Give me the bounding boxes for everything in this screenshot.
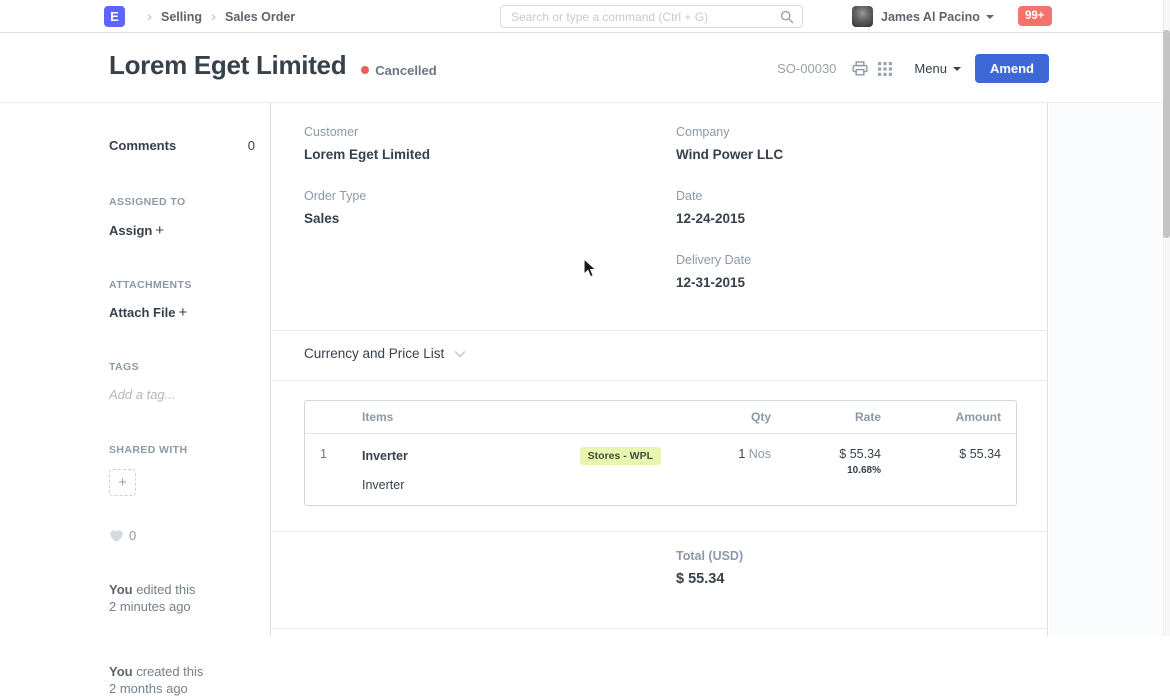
like-button[interactable]: 0 bbox=[109, 528, 255, 543]
total-label: Total (USD) bbox=[676, 549, 744, 563]
date-label: Date bbox=[676, 189, 703, 203]
order-type-label: Order Type bbox=[304, 189, 367, 203]
status-label: Cancelled bbox=[375, 62, 437, 78]
currency-section-toggle[interactable]: Currency and Price List bbox=[304, 346, 466, 361]
plus-icon: + bbox=[155, 222, 165, 239]
history-who: You bbox=[109, 664, 133, 679]
shared-with-heading: SHARED WITH bbox=[109, 444, 188, 456]
menu-dropdown[interactable]: Menu bbox=[914, 61, 961, 76]
history-when: 2 months ago bbox=[109, 681, 188, 696]
customer-label: Customer bbox=[304, 125, 359, 139]
form-sidebar: Comments 0 ASSIGNED TO Assign + ATTACHMEN… bbox=[0, 103, 271, 696]
table-row[interactable]: 1 Inverter Stores - WPL Inverter 1 Nos $… bbox=[305, 434, 1016, 492]
search-icon[interactable] bbox=[780, 10, 794, 24]
page-head: Lorem Eget Limited Cancelled SO-00030 Me… bbox=[0, 34, 1170, 103]
like-count: 0 bbox=[129, 528, 137, 543]
notifications-badge[interactable]: 99+ bbox=[1018, 6, 1052, 26]
status-dot-icon bbox=[361, 66, 370, 74]
items-table-header: Items Qty Rate Amount bbox=[305, 401, 1016, 434]
heart-icon bbox=[110, 529, 123, 542]
user-avatar bbox=[852, 6, 873, 27]
breadcrumb: › Selling › Sales Order bbox=[138, 0, 295, 33]
assign-label: Assign bbox=[109, 223, 153, 238]
breadcrumb-doctype[interactable]: Sales Order bbox=[224, 9, 296, 24]
app-logo[interactable]: E bbox=[104, 6, 125, 27]
history-created: You created this 2 months ago bbox=[109, 663, 255, 697]
chevron-down-icon bbox=[454, 350, 466, 358]
item-qty: 1 bbox=[738, 447, 746, 461]
chevron-down-icon bbox=[952, 66, 961, 71]
menu-label: Menu bbox=[914, 61, 947, 76]
date-value[interactable]: 12-24-2015 bbox=[676, 211, 746, 226]
item-uom: Nos bbox=[748, 447, 771, 461]
right-gutter bbox=[1049, 103, 1170, 636]
comments-count: 0 bbox=[247, 138, 255, 153]
page-scrollbar[interactable] bbox=[1163, 0, 1170, 636]
comments-label: Comments bbox=[109, 138, 177, 153]
company-label: Company bbox=[676, 125, 730, 139]
chevron-right-icon: › bbox=[210, 8, 216, 25]
status-badge: Cancelled bbox=[361, 62, 437, 78]
chevron-down-icon bbox=[985, 14, 994, 19]
form-body: Customer Lorem Eget Limited Company Wind… bbox=[272, 103, 1048, 636]
attach-file-label: Attach File bbox=[109, 305, 176, 320]
history-when: 2 minutes ago bbox=[109, 599, 191, 614]
attachments-heading: ATTACHMENTS bbox=[109, 279, 192, 291]
user-name: James Al Pacino bbox=[881, 9, 980, 24]
item-description: Inverter bbox=[362, 478, 405, 492]
company-value[interactable]: Wind Power LLC bbox=[676, 147, 784, 162]
section-divider bbox=[272, 531, 1048, 532]
order-type-value[interactable]: Sales bbox=[304, 211, 340, 226]
total-value: $ 55.34 bbox=[676, 571, 725, 587]
history-action: created this bbox=[132, 664, 204, 679]
breadcrumb-module[interactable]: Selling bbox=[161, 9, 202, 24]
grid-menu-icon[interactable] bbox=[878, 61, 893, 76]
item-amount: $ 55.34 bbox=[959, 447, 1001, 461]
page-title: Lorem Eget Limited bbox=[109, 50, 347, 80]
navbar: E › Selling › Sales Order James Al Pacin… bbox=[0, 0, 1170, 33]
assigned-to-heading: ASSIGNED TO bbox=[109, 196, 186, 208]
section-divider bbox=[272, 380, 1048, 381]
delivery-date-label: Delivery Date bbox=[676, 253, 752, 267]
tags-heading: TAGS bbox=[109, 361, 139, 373]
plus-icon: + bbox=[178, 304, 188, 321]
row-index: 1 bbox=[320, 447, 327, 461]
attach-file-button[interactable]: Attach File + bbox=[109, 304, 255, 321]
global-search bbox=[500, 5, 803, 28]
scrollbar-thumb[interactable] bbox=[1163, 30, 1170, 238]
items-table: Items Qty Rate Amount 1 Inverter Stores … bbox=[304, 400, 1017, 506]
col-qty: Qty bbox=[750, 410, 771, 424]
warehouse-badge: Stores - WPL bbox=[579, 447, 661, 465]
item-margin: 10.68% bbox=[847, 465, 881, 476]
assign-button[interactable]: Assign + bbox=[109, 222, 255, 239]
delivery-date-value[interactable]: 12-31-2015 bbox=[676, 275, 746, 290]
history-who: You bbox=[109, 582, 133, 597]
history-action: edited this bbox=[132, 582, 196, 597]
tag-input[interactable]: Add a tag... bbox=[109, 387, 176, 402]
item-rate: $ 55.34 bbox=[839, 447, 881, 461]
chevron-right-icon: › bbox=[147, 8, 152, 25]
sidebar-comments[interactable]: Comments 0 bbox=[109, 138, 255, 153]
doc-id: SO-00030 bbox=[777, 61, 837, 76]
share-add-button[interactable]: + bbox=[109, 469, 136, 496]
customer-value[interactable]: Lorem Eget Limited bbox=[304, 147, 431, 162]
item-name: Inverter bbox=[362, 449, 408, 463]
col-amount: Amount bbox=[955, 410, 1001, 424]
currency-section-label: Currency and Price List bbox=[304, 346, 445, 361]
amend-button[interactable]: Amend bbox=[974, 54, 1049, 83]
print-icon[interactable] bbox=[852, 61, 868, 76]
section-divider bbox=[272, 330, 1048, 331]
section-divider bbox=[272, 628, 1048, 629]
col-items: Items bbox=[362, 410, 394, 424]
search-input[interactable] bbox=[501, 9, 780, 24]
user-menu[interactable]: James Al Pacino bbox=[852, 0, 994, 33]
col-rate: Rate bbox=[854, 410, 881, 424]
history-edited: You edited this 2 minutes ago bbox=[109, 581, 255, 615]
